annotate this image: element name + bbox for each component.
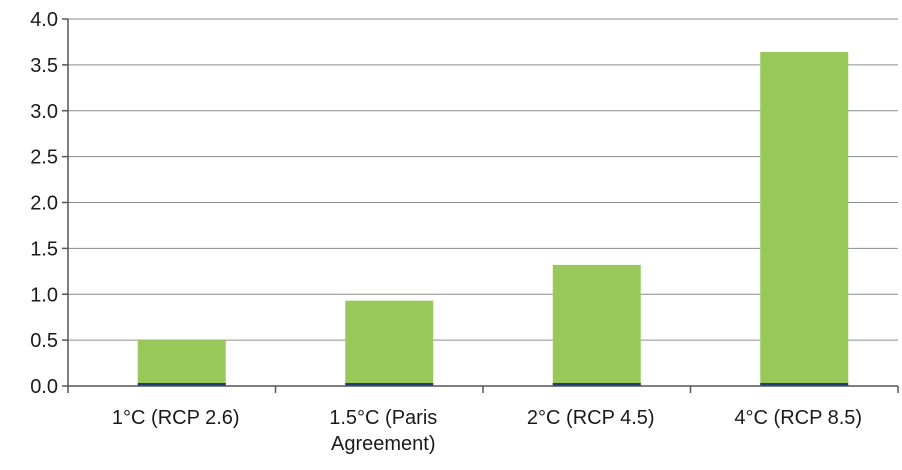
y-tick-label: 2.5 <box>30 147 58 169</box>
y-tick-label: 2.0 <box>30 193 58 215</box>
x-category-label-line: 1.5°C (Paris <box>329 407 437 429</box>
x-tick-labels: 1°C (RCP 2.6) 1.5°C (Paris Agreement) 2°C (… <box>112 407 862 455</box>
bars-layer <box>137 52 849 386</box>
grid-layer <box>68 18 898 341</box>
bar-base-3 <box>760 383 849 386</box>
bar-1 <box>345 300 434 386</box>
bar-2 <box>552 264 641 386</box>
axis-layer <box>62 18 899 393</box>
x-category-label: 2°C (RCP 4.5) <box>527 407 655 429</box>
y-tick-label: 1.5 <box>30 238 58 260</box>
x-category-label-line: 2°C (RCP 4.5) <box>527 407 655 429</box>
y-tick-label: 0.0 <box>30 376 58 398</box>
y-tick-label: 1.0 <box>30 284 58 306</box>
y-tick-label: 4.0 <box>30 9 58 31</box>
x-category-label: 1°C (RCP 2.6) <box>112 407 240 429</box>
y-tick-labels: 0.0 0.5 1.0 1.5 2.0 2.5 3.0 3.5 4.0 <box>30 9 58 398</box>
bar-base-1 <box>345 383 434 386</box>
x-category-label-line: 1°C (RCP 2.6) <box>112 407 240 429</box>
bar-base-0 <box>137 383 226 386</box>
x-category-label-line: Agreement) <box>331 433 436 455</box>
x-category-label: 4°C (RCP 8.5) <box>734 407 862 429</box>
bar-3 <box>760 52 849 386</box>
bar-base-2 <box>552 383 641 386</box>
y-tick-label: 0.5 <box>30 330 58 352</box>
y-tick-label: 3.5 <box>30 55 58 77</box>
x-category-label-line: 4°C (RCP 8.5) <box>734 407 862 429</box>
y-tick-label: 3.0 <box>30 101 58 123</box>
x-category-label: 1.5°C (Paris Agreement) <box>329 407 437 455</box>
bar-0 <box>137 340 226 386</box>
